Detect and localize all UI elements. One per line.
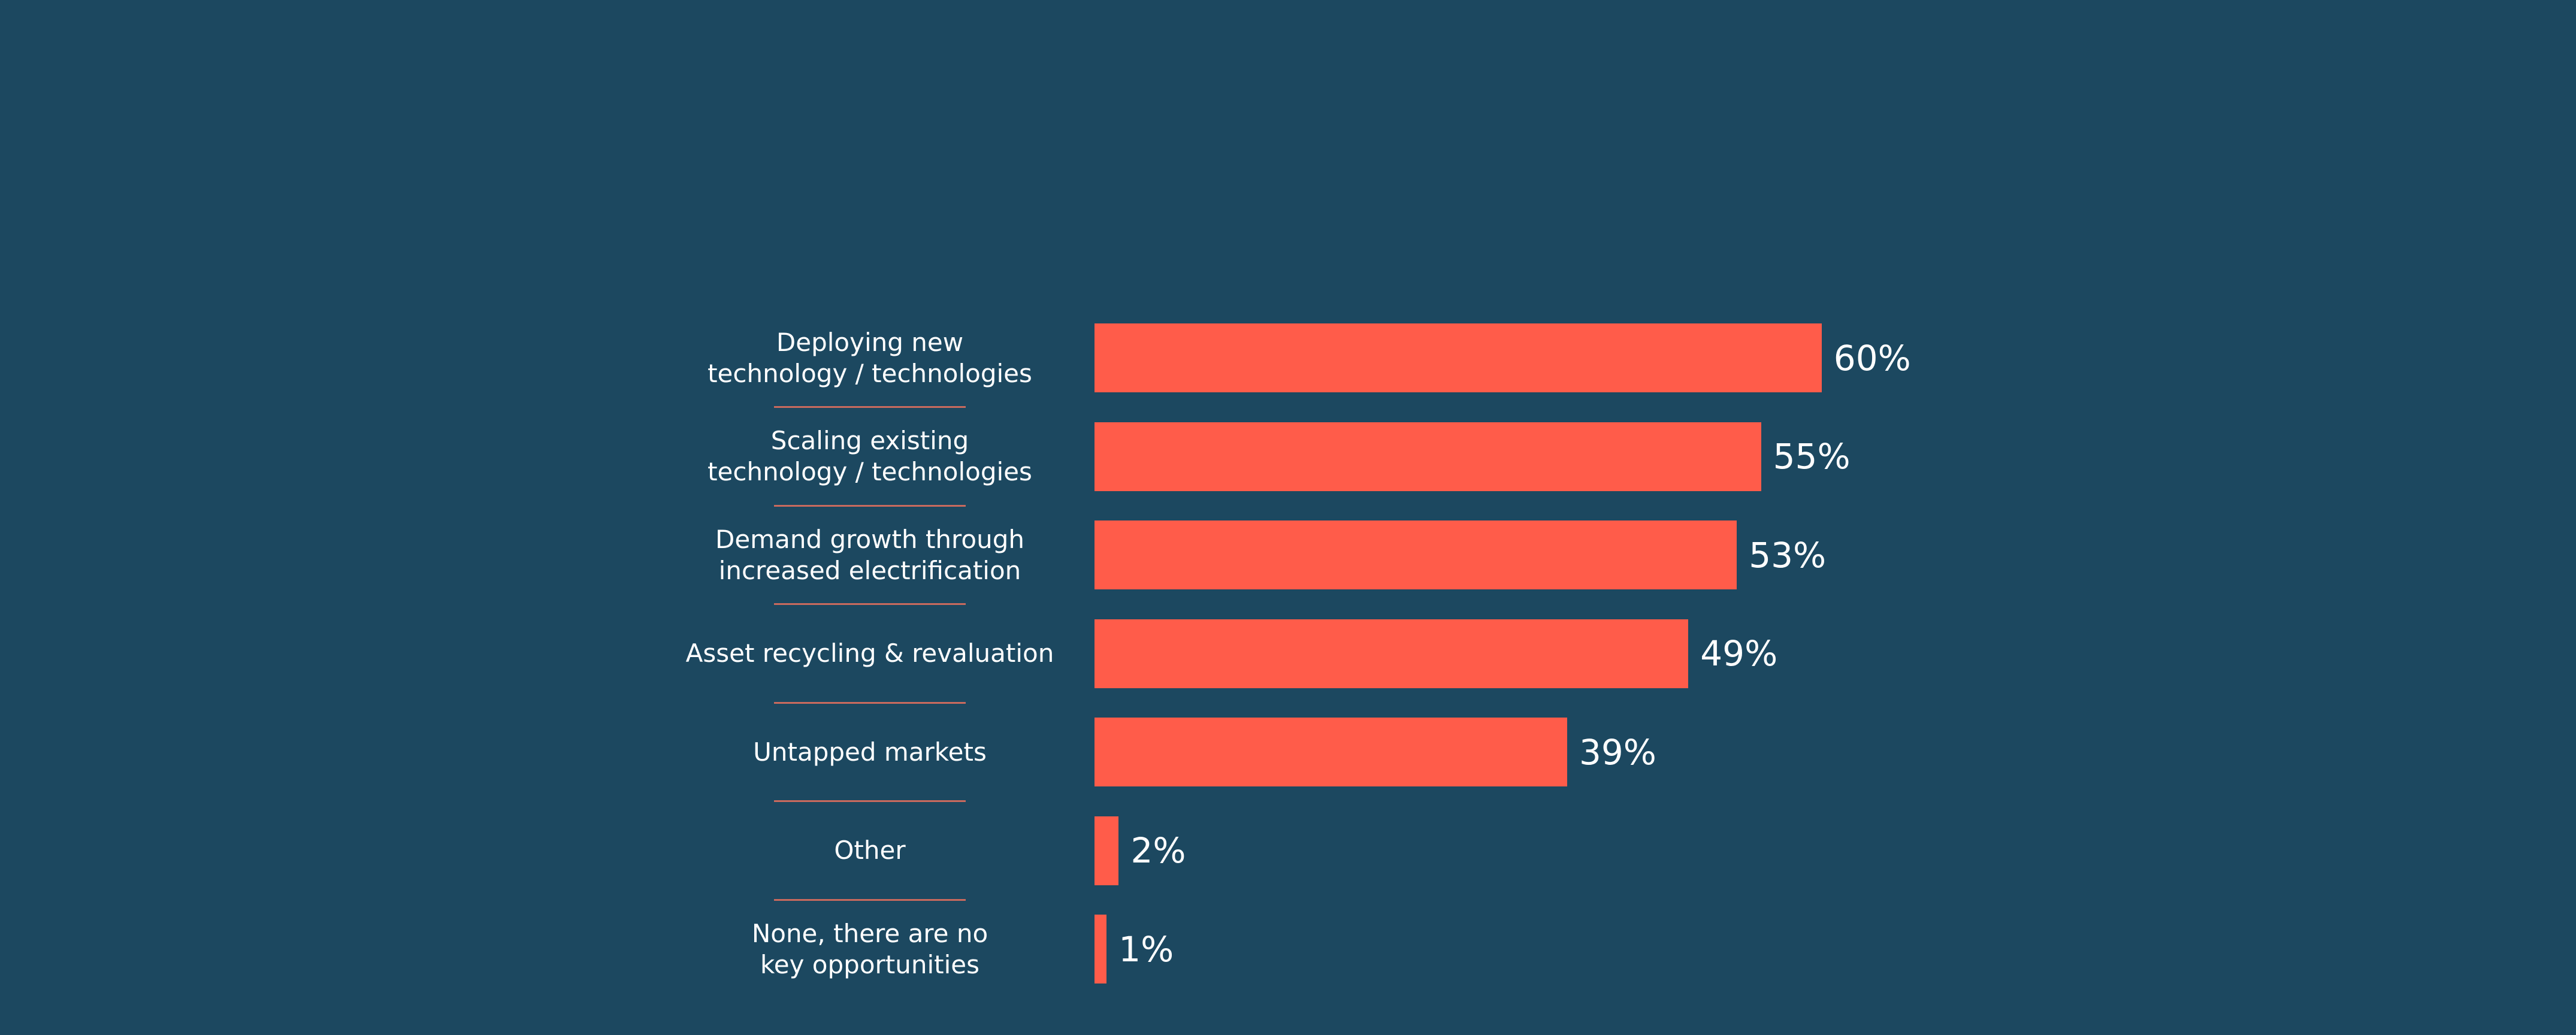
bar-row: Deploying new technology / technologies 6…	[0, 323, 2576, 392]
category-label: None, there are no key opportunities	[751, 918, 988, 979]
bar	[1095, 816, 1119, 885]
data-label: 55%	[1773, 436, 1851, 477]
category-separator	[774, 504, 966, 507]
bar-row: Scaling existing technology / technologi…	[0, 422, 2576, 491]
category-separator	[774, 898, 966, 901]
bar-row: Demand growth through increased electrif…	[0, 520, 2576, 589]
category-separator	[774, 406, 966, 408]
category-separator	[774, 701, 966, 704]
bar	[1095, 915, 1107, 983]
category-separator	[774, 603, 966, 605]
bar	[1095, 422, 1761, 491]
data-label: 49%	[1700, 633, 1778, 674]
data-label: 1%	[1118, 928, 1174, 970]
bar-row: Asset recycling & revaluation 49%	[0, 619, 2576, 688]
bar	[1095, 520, 1737, 589]
data-label: 2%	[1130, 830, 1186, 871]
bar-row: None, there are no key opportunities 1%	[0, 915, 2576, 983]
data-label: 39%	[1579, 731, 1656, 773]
bar	[1095, 619, 1689, 688]
category-label: Demand growth through increased electrif…	[715, 524, 1024, 585]
bar-row: Untapped markets 39%	[0, 718, 2576, 786]
category-separator	[774, 800, 966, 802]
category-label: Untapped markets	[753, 737, 987, 767]
data-label: 60%	[1833, 337, 1911, 379]
bar	[1095, 718, 1567, 786]
data-label: 53%	[1749, 534, 1827, 576]
category-label: Asset recycling & revaluation	[685, 638, 1054, 668]
bar-row: Other 2%	[0, 816, 2576, 885]
category-label: Other	[834, 836, 906, 865]
category-label: Deploying new technology / technologies	[708, 327, 1032, 388]
category-label: Scaling existing technology / technologi…	[708, 426, 1032, 486]
bar	[1095, 323, 1822, 392]
